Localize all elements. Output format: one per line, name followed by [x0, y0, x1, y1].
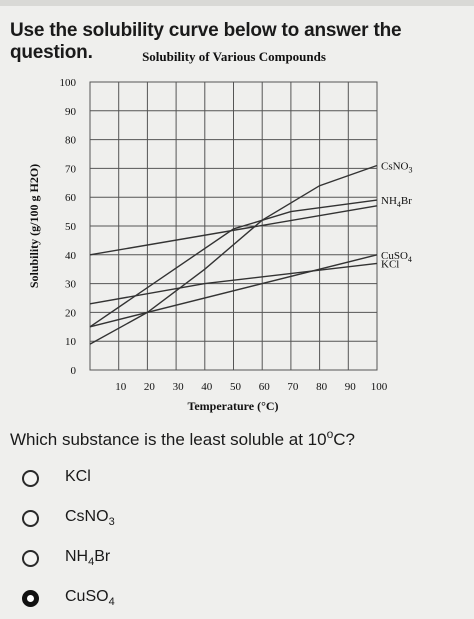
radio-csno3[interactable] [22, 509, 39, 527]
option-nh4br[interactable]: NH4Br [22, 543, 322, 573]
x-tick-label: 60 [259, 381, 271, 393]
y-tick-label: 10 [65, 336, 77, 348]
option-nh4br-tail: Br [94, 547, 111, 565]
question-text: Which substance is the least soluble at … [10, 427, 355, 450]
series-label: CsNO3 [381, 161, 413, 175]
x-tick-label: 10 [115, 381, 127, 393]
series-line [89, 262, 378, 305]
series-line [89, 199, 378, 328]
option-csno3-sub: 3 [108, 516, 115, 529]
instruction-text: Use the solubility curve below to answer… [10, 20, 402, 63]
option-kcl-label: KCl [65, 468, 91, 488]
x-axis-label: Temperature (°C) [187, 399, 278, 413]
option-csno3-label: CsNO3 [65, 508, 115, 528]
option-kcl[interactable]: KCl [22, 463, 322, 493]
y-tick-label: 90 [65, 106, 77, 118]
option-nh4br-label: NH4Br [65, 548, 110, 568]
y-tick-label: 30 [65, 279, 77, 291]
x-tick-label: 20 [144, 381, 156, 393]
y-tick-label: 40 [65, 250, 77, 262]
series-line [89, 205, 378, 256]
radio-nh4br[interactable] [22, 549, 39, 567]
option-csno3-base: CsNO [65, 507, 109, 525]
y-tick-label: 100 [60, 77, 77, 89]
top-divider [0, 0, 474, 6]
option-nh4br-base: NH [65, 547, 89, 565]
x-tick-label: 70 [287, 381, 299, 393]
series-lines [89, 164, 378, 345]
question-unit: C? [333, 430, 355, 449]
series-label: NH4Br [381, 195, 412, 209]
y-tick-label: 80 [65, 135, 77, 147]
y-tick-label: 50 [65, 221, 77, 233]
x-tick-label: 50 [230, 381, 242, 393]
x-tick-label: 40 [201, 381, 213, 393]
series-line [89, 164, 378, 345]
radio-cuso4[interactable] [22, 589, 39, 607]
solubility-chart: Solubility of Various Compounds 0 10 20 30 4… [0, 44, 474, 424]
y-tick-label: 0 [71, 365, 77, 377]
x-tick-label: 100 [371, 381, 388, 393]
chart-title: Solubility of Various Compounds [142, 49, 326, 64]
series-line [89, 254, 378, 328]
option-cuso4-sub: 4 [108, 596, 115, 609]
option-cuso4-base: CuSO [65, 587, 109, 605]
x-tick-labels: 10 20 30 40 50 60 70 80 90 100 [115, 381, 388, 393]
option-nh4br-sub: 4 [88, 556, 95, 569]
y-tick-label: 20 [65, 307, 77, 319]
option-kcl-base: KCl [65, 467, 91, 485]
question-degree: o [326, 427, 334, 441]
option-cuso4[interactable]: CuSO4 [22, 583, 322, 613]
y-tick-label: 60 [65, 192, 77, 204]
x-tick-label: 80 [316, 381, 328, 393]
question-main: Which substance is the least soluble at … [10, 430, 327, 449]
radio-kcl[interactable] [22, 469, 39, 487]
y-axis-label: Solubility (g/100 g H2O) [27, 164, 41, 288]
option-cuso4-label: CuSO4 [65, 588, 115, 608]
x-tick-label: 30 [173, 381, 185, 393]
x-tick-label: 90 [345, 381, 357, 393]
series-label: KCl [381, 258, 399, 270]
grid-lines [90, 82, 377, 370]
chart-svg: Solubility of Various Compounds 0 10 20 30 4… [27, 49, 413, 413]
option-csno3[interactable]: CsNO3 [22, 503, 322, 533]
y-tick-labels: 0 10 20 30 40 50 60 70 80 90 100 [60, 77, 77, 377]
series-label: CuSO4 [381, 250, 412, 264]
y-tick-label: 70 [65, 163, 77, 175]
